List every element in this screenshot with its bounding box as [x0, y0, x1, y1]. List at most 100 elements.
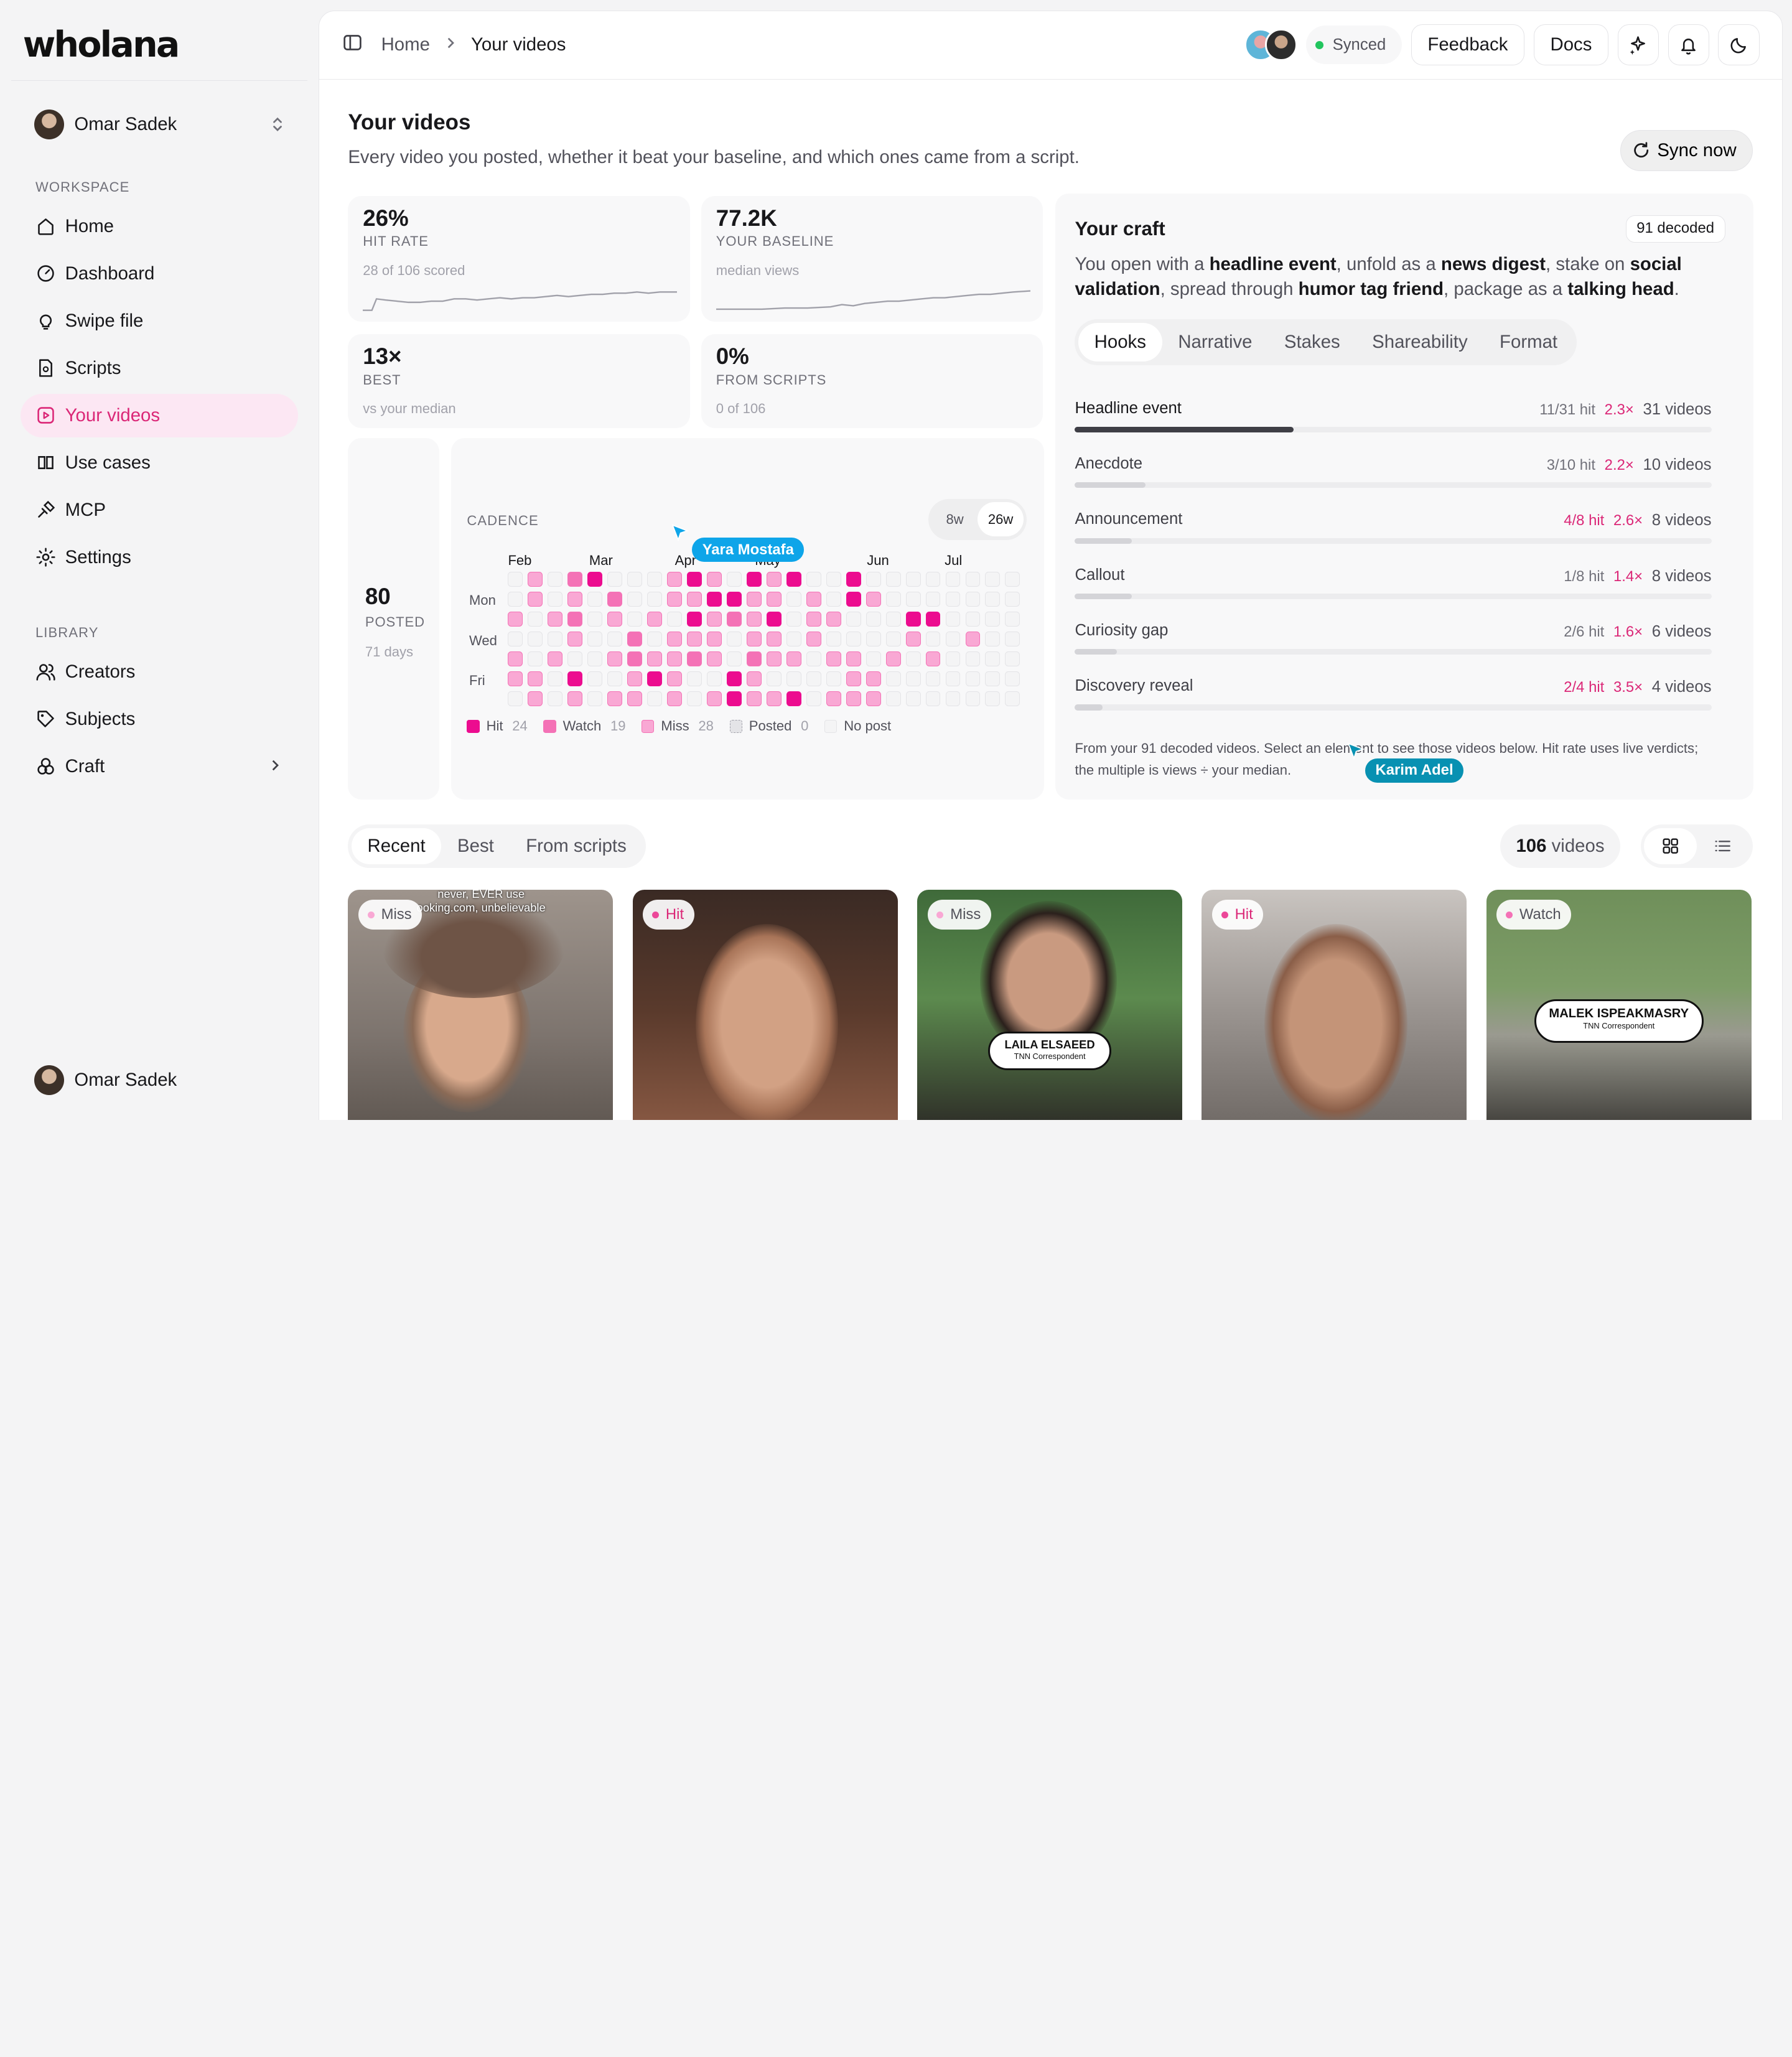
cadence-cell[interactable] [806, 632, 821, 647]
cadence-cell[interactable] [1005, 651, 1020, 667]
cadence-cell[interactable] [905, 671, 921, 686]
hook-row[interactable]: Callout 1/8 hit 1.4× 8 videos [1075, 566, 1712, 600]
cadence-cell[interactable] [866, 612, 881, 627]
cadence-cell[interactable] [607, 592, 623, 607]
cadence-cell[interactable] [508, 612, 523, 627]
tab-recent[interactable]: Recent [351, 828, 442, 865]
cadence-cell[interactable] [766, 572, 782, 587]
cadence-cell[interactable] [905, 691, 921, 706]
cadence-cell[interactable] [985, 651, 1001, 667]
cadence-cell[interactable] [508, 671, 523, 686]
cadence-cell[interactable] [766, 651, 782, 667]
cadence-cell[interactable] [667, 612, 682, 627]
cadence-cell[interactable] [567, 651, 583, 667]
cadence-cell[interactable] [806, 592, 821, 607]
cadence-cell[interactable] [587, 691, 603, 706]
sidebar-item-dashboard[interactable]: Dashboard [21, 252, 298, 296]
cadence-cell[interactable] [607, 632, 623, 647]
cadence-cell[interactable] [727, 671, 742, 686]
cadence-cell[interactable] [905, 572, 921, 587]
cadence-cell[interactable] [607, 651, 623, 667]
cadence-cell[interactable] [965, 632, 981, 647]
cadence-cell[interactable] [727, 632, 742, 647]
video-card[interactable]: never, EVER use ooking.com, unbelievable… [348, 889, 614, 1120]
cadence-cell[interactable] [786, 671, 801, 686]
cadence-cell[interactable] [885, 691, 901, 706]
cadence-cell[interactable] [925, 632, 941, 647]
cadence-cell[interactable] [687, 651, 702, 667]
tab-best[interactable]: Best [457, 835, 494, 856]
cadence-cell[interactable] [786, 651, 801, 667]
cadence-cell[interactable] [905, 592, 921, 607]
list-view-button[interactable] [1697, 828, 1750, 865]
range-option-26w[interactable]: 26w [978, 502, 1024, 537]
cadence-cell[interactable] [746, 612, 762, 627]
theme-toggle-button[interactable] [1718, 24, 1760, 66]
range-option-8w[interactable]: 8w [946, 511, 964, 528]
video-card[interactable]: Hit [632, 889, 898, 1120]
cadence-cell[interactable] [1005, 632, 1020, 647]
cadence-cell[interactable] [965, 592, 981, 607]
cadence-cell[interactable] [528, 572, 543, 587]
cadence-cell[interactable] [826, 632, 841, 647]
cadence-cell[interactable] [806, 691, 821, 706]
tab-from-scripts[interactable]: From scripts [526, 835, 627, 856]
footer-account[interactable]: Omar Sadek [34, 1065, 177, 1095]
cadence-cell[interactable] [548, 592, 563, 607]
cadence-cell[interactable] [826, 651, 841, 667]
cadence-cell[interactable] [885, 632, 901, 647]
cadence-cell[interactable] [528, 671, 543, 686]
cadence-cell[interactable] [786, 632, 801, 647]
cadence-cell[interactable] [766, 671, 782, 686]
cadence-cell[interactable] [548, 651, 563, 667]
cadence-cell[interactable] [667, 691, 682, 706]
hook-row[interactable]: Curiosity gap 2/6 hit 1.6× 6 videos [1075, 622, 1712, 656]
cadence-cell[interactable] [707, 592, 722, 607]
cadence-cell[interactable] [1005, 612, 1020, 627]
sidebar-item-scripts[interactable]: Scripts [21, 347, 298, 390]
cadence-cell[interactable] [866, 592, 881, 607]
cadence-cell[interactable] [707, 651, 722, 667]
account-switcher[interactable]: Omar Sadek [0, 101, 319, 147]
sidebar-item-home[interactable]: Home [21, 205, 298, 248]
cadence-cell[interactable] [826, 572, 841, 587]
cadence-cell[interactable] [985, 572, 1001, 587]
cadence-cell[interactable] [846, 632, 861, 647]
cadence-cell[interactable] [885, 651, 901, 667]
video-card[interactable]: Hit [1202, 889, 1467, 1120]
cadence-cell[interactable] [727, 651, 742, 667]
sidebar-item-swipe-file[interactable]: Swipe file [21, 299, 298, 343]
sidebar-item-use-cases[interactable]: Use cases [21, 441, 298, 485]
cadence-cell[interactable] [746, 671, 762, 686]
sidebar-item-mcp[interactable]: MCP [21, 488, 298, 532]
cadence-cell[interactable] [647, 612, 663, 627]
cadence-cell[interactable] [905, 651, 921, 667]
cadence-cell[interactable] [846, 612, 861, 627]
breadcrumb-home[interactable]: Home [381, 34, 430, 55]
cadence-cell[interactable] [647, 651, 663, 667]
cadence-cell[interactable] [647, 572, 663, 587]
cadence-cell[interactable] [587, 612, 603, 627]
cadence-cell[interactable] [846, 572, 861, 587]
cadence-cell[interactable] [727, 612, 742, 627]
cadence-cell[interactable] [746, 592, 762, 607]
tab-shareability[interactable]: Shareability [1372, 331, 1468, 352]
cadence-cell[interactable] [567, 572, 583, 587]
cadence-cell[interactable] [528, 632, 543, 647]
cadence-cell[interactable] [727, 592, 742, 607]
cadence-cell[interactable] [945, 592, 961, 607]
cadence-cell[interactable] [587, 632, 603, 647]
cadence-cell[interactable] [647, 632, 663, 647]
cadence-cell[interactable] [647, 671, 663, 686]
hook-row[interactable]: Headline event 11/31 hit 2.3× 31 videos [1075, 399, 1712, 434]
cadence-cell[interactable] [746, 651, 762, 667]
cadence-cell[interactable] [945, 572, 961, 587]
app-logo[interactable]: wholana [0, 21, 319, 68]
sidebar-item-craft[interactable]: Craft [21, 745, 298, 788]
cadence-cell[interactable] [607, 691, 623, 706]
cadence-cell[interactable] [905, 612, 921, 627]
cadence-cell[interactable] [746, 691, 762, 706]
cadence-cell[interactable] [925, 691, 941, 706]
tab-stakes[interactable]: Stakes [1284, 331, 1340, 352]
cadence-cell[interactable] [806, 572, 821, 587]
